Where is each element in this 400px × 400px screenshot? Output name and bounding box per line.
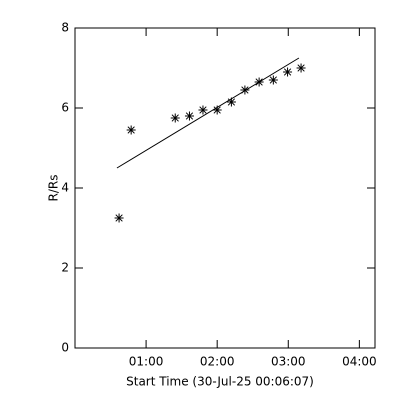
- x-tick-label: 03:00: [271, 355, 306, 369]
- data-point: [254, 77, 264, 87]
- y-tick-label: 0: [61, 341, 69, 355]
- x-tick-label: 02:00: [200, 355, 235, 369]
- plot-frame: [74, 27, 376, 349]
- y-tick-label: 6: [61, 101, 69, 115]
- data-point: [184, 111, 194, 121]
- data-point: [170, 113, 180, 123]
- data-point: [296, 63, 306, 73]
- x-tick-label: 01:00: [129, 355, 164, 369]
- y-tick-label: 8: [61, 21, 69, 35]
- x-tick-label: 04:00: [342, 355, 377, 369]
- x-axis-label: Start Time (30-Jul-25 00:06:07): [126, 375, 314, 389]
- data-point: [268, 75, 278, 85]
- data-point: [198, 105, 208, 115]
- data-point: [226, 97, 236, 107]
- fit-line: [116, 57, 300, 169]
- data-point: [126, 125, 136, 135]
- data-point: [240, 85, 250, 95]
- data-point: [283, 67, 293, 77]
- y-tick-label: 2: [61, 261, 69, 275]
- data-point: [212, 105, 222, 115]
- data-point: [114, 213, 124, 223]
- y-tick-label: 4: [61, 181, 69, 195]
- y-axis-label: R/Rs: [47, 175, 61, 202]
